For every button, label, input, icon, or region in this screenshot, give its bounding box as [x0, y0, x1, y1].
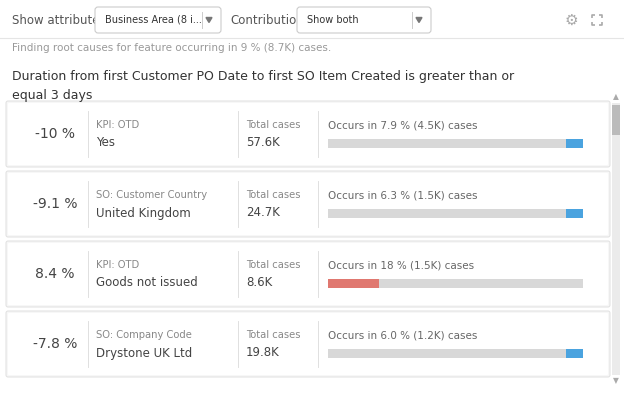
Text: KPI: OTD: KPI: OTD — [96, 120, 139, 130]
Text: ▼: ▼ — [613, 377, 619, 385]
Text: Total cases: Total cases — [246, 260, 301, 270]
Text: Occurs in 7.9 % (4.5K) cases: Occurs in 7.9 % (4.5K) cases — [328, 120, 477, 130]
FancyBboxPatch shape — [6, 241, 610, 307]
Text: Occurs in 18 % (1.5K) cases: Occurs in 18 % (1.5K) cases — [328, 260, 474, 270]
Polygon shape — [416, 18, 422, 23]
FancyBboxPatch shape — [6, 171, 610, 237]
Bar — [612, 105, 620, 135]
FancyBboxPatch shape — [297, 7, 431, 33]
Text: KPI: OTD: KPI: OTD — [96, 260, 139, 270]
Text: Show attributes: Show attributes — [12, 13, 105, 26]
Text: ⚙: ⚙ — [564, 13, 578, 28]
Bar — [567, 209, 583, 218]
Text: -9.1 %: -9.1 % — [32, 197, 77, 211]
Text: 8.4 %: 8.4 % — [35, 267, 75, 281]
Bar — [567, 139, 583, 148]
Text: Total cases: Total cases — [246, 330, 301, 340]
Text: SO: Company Code: SO: Company Code — [96, 330, 192, 340]
Bar — [612, 103, 620, 375]
FancyBboxPatch shape — [8, 243, 608, 305]
Text: Occurs in 6.3 % (1.5K) cases: Occurs in 6.3 % (1.5K) cases — [328, 190, 477, 200]
Text: Total cases: Total cases — [246, 120, 301, 130]
Text: Occurs in 6.0 % (1.2K) cases: Occurs in 6.0 % (1.2K) cases — [328, 330, 477, 340]
Polygon shape — [206, 18, 212, 23]
Text: ▲: ▲ — [613, 92, 619, 102]
Text: SO: Customer Country: SO: Customer Country — [96, 190, 207, 200]
Bar — [328, 209, 583, 218]
Text: -7.8 %: -7.8 % — [33, 337, 77, 351]
Bar — [328, 349, 583, 358]
FancyBboxPatch shape — [95, 7, 221, 33]
Bar — [328, 279, 583, 288]
Text: Total cases: Total cases — [246, 190, 301, 200]
Text: 57.6K: 57.6K — [246, 137, 280, 150]
Text: 24.7K: 24.7K — [246, 206, 280, 219]
Text: Business Area (8 i...: Business Area (8 i... — [105, 15, 202, 25]
Text: Duration from first Customer PO Date to first SO Item Created is greater than or: Duration from first Customer PO Date to … — [12, 70, 514, 102]
Text: -10 %: -10 % — [35, 127, 75, 141]
Text: Yes: Yes — [96, 137, 115, 150]
FancyBboxPatch shape — [8, 313, 608, 375]
Bar — [567, 349, 583, 358]
FancyBboxPatch shape — [8, 103, 608, 165]
Text: Contribution: Contribution — [230, 13, 304, 26]
Bar — [328, 139, 583, 148]
Text: Show both: Show both — [307, 15, 359, 25]
Text: 8.6K: 8.6K — [246, 276, 272, 290]
FancyBboxPatch shape — [6, 311, 610, 377]
Text: Goods not issued: Goods not issued — [96, 276, 198, 290]
Text: Drystone UK Ltd: Drystone UK Ltd — [96, 347, 192, 359]
FancyBboxPatch shape — [6, 101, 610, 167]
FancyBboxPatch shape — [8, 173, 608, 235]
Bar — [328, 279, 379, 288]
Text: Finding root causes for feature occurring in 9 % (8.7K) cases.: Finding root causes for feature occurrin… — [12, 43, 331, 53]
Text: United Kingdom: United Kingdom — [96, 206, 191, 219]
Text: 19.8K: 19.8K — [246, 347, 280, 359]
